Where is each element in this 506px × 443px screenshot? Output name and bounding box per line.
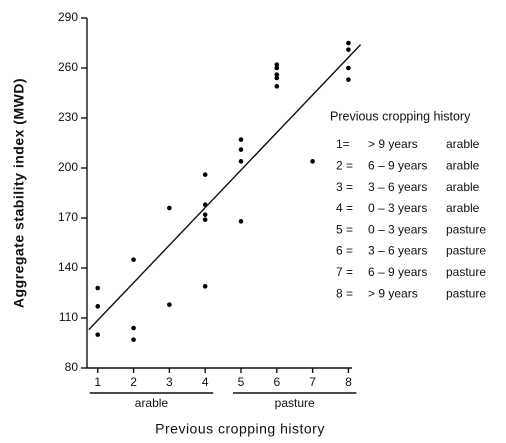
point — [274, 84, 280, 89]
y-tick-label: 170 — [58, 210, 78, 224]
x-tick-label: 6 — [273, 375, 280, 389]
point — [346, 40, 351, 46]
point — [95, 332, 101, 337]
point — [346, 47, 351, 52]
x-tick-label: 8 — [345, 375, 352, 389]
point — [274, 62, 280, 67]
point — [202, 212, 208, 217]
point — [95, 285, 101, 291]
y-tick-label: 230 — [58, 110, 78, 124]
x-tick-label: 5 — [238, 375, 245, 389]
legend-period: > 9 years — [368, 137, 418, 151]
y-tick-label: 80 — [65, 360, 79, 374]
legend-key: 6 = — [336, 244, 353, 258]
legend-period: 0 – 3 years — [368, 222, 427, 236]
point — [310, 159, 315, 164]
legend-key: 1= — [336, 137, 350, 151]
legend-title: Previous cropping history — [330, 109, 471, 123]
point — [238, 147, 244, 152]
legend-key: 5 = — [336, 222, 353, 236]
legend-key: 7 = — [336, 265, 353, 279]
point — [95, 304, 101, 309]
legend-key: 3 = — [336, 180, 353, 194]
legend-use: pasture — [446, 265, 486, 279]
legend-period: 6 – 9 years — [368, 158, 427, 172]
legend-key: 8 = — [336, 286, 353, 300]
y-tick-label: 260 — [58, 60, 78, 74]
legend-period: > 9 years — [368, 286, 418, 300]
y-tick-label: 290 — [58, 10, 78, 24]
legend-use: arable — [446, 201, 480, 215]
y-tick-label: 140 — [58, 260, 78, 274]
legend-use: pasture — [446, 286, 486, 300]
y-tick-label: 110 — [59, 310, 78, 324]
point — [238, 219, 244, 224]
point — [274, 65, 280, 71]
legend-period: 3 – 6 years — [368, 180, 427, 194]
x-tick-label: 1 — [94, 375, 101, 389]
point — [131, 257, 136, 262]
y-tick-label: 200 — [58, 160, 78, 174]
point — [202, 217, 208, 222]
point — [167, 302, 172, 307]
y-axis-title: Aggregate stability index (MWD) — [11, 78, 27, 308]
legend-use: arable — [446, 180, 480, 194]
fit-line — [88, 44, 362, 331]
legend-key: 2 = — [336, 158, 353, 172]
x-axis-title: Previous cropping history — [155, 421, 325, 437]
legend-use: arable — [446, 137, 480, 151]
x-tick-label: 2 — [130, 375, 137, 389]
legend-use: pasture — [446, 244, 486, 258]
group-label: pasture — [275, 396, 315, 410]
legend-period: 0 – 3 years — [368, 201, 427, 215]
point — [167, 205, 172, 211]
point — [238, 137, 244, 142]
point — [202, 172, 208, 177]
group-label: arable — [135, 396, 169, 410]
point — [131, 325, 136, 331]
point — [131, 337, 136, 342]
legend-use: arable — [446, 158, 480, 172]
point — [346, 65, 351, 71]
legend-use: pasture — [446, 222, 486, 236]
point — [238, 159, 244, 164]
point — [202, 284, 208, 289]
point — [274, 72, 280, 77]
legend-period: 6 – 9 years — [368, 265, 427, 279]
x-tick-label: 3 — [166, 375, 173, 389]
x-tick-label: 7 — [309, 375, 316, 389]
legend-period: 3 – 6 years — [368, 244, 427, 258]
point — [274, 75, 280, 81]
legend-key: 4 = — [336, 201, 353, 215]
point — [346, 77, 351, 82]
x-tick-label: 4 — [202, 375, 209, 389]
